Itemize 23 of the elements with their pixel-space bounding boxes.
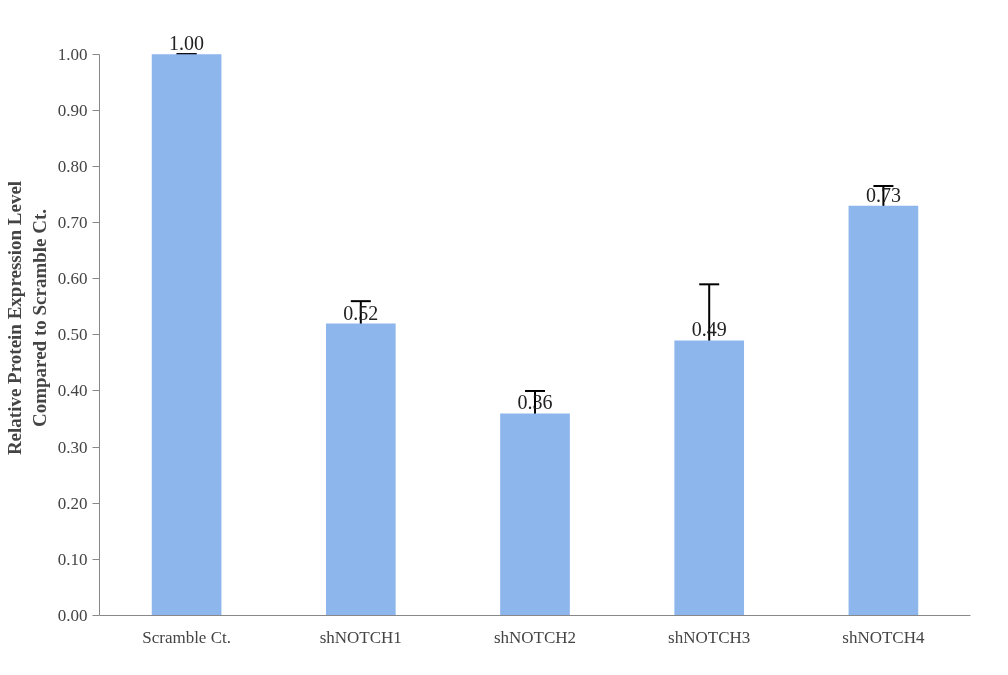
y-tick-label: 0.70 (57, 213, 88, 233)
y-tick-label: 1.00 (57, 44, 88, 64)
y-tick-label: 0.50 (57, 325, 88, 345)
y-axis-title: Relative Protein Expression Level Compared to Scramble Ct. (3, 180, 50, 456)
x-tick-label: shNOTCH2 (493, 627, 577, 647)
y-tick-label: 0.10 (57, 549, 88, 569)
y-tick-label: 0.20 (57, 493, 88, 513)
bar (151, 54, 222, 616)
x-tick-label: shNOTCH4 (842, 627, 925, 647)
bar (848, 205, 919, 616)
bar (325, 323, 396, 616)
bar (500, 413, 570, 616)
data-label: 1.00 (169, 32, 205, 55)
y-tick-label: 0.90 (57, 100, 88, 120)
x-tick-label: shNOTCH3 (668, 627, 751, 647)
y-tick-label: 0.40 (57, 381, 88, 401)
x-tick-label: Scramble Ct. (142, 627, 231, 647)
bar (674, 340, 745, 616)
y-tick-label: 0.00 (57, 606, 88, 625)
y-tick-label: 0.30 (57, 437, 88, 457)
y-tick-label: 0.60 (57, 269, 88, 289)
y-tick-label: 0.80 (57, 156, 88, 176)
x-tick-label: shNOTCH1 (319, 627, 402, 647)
